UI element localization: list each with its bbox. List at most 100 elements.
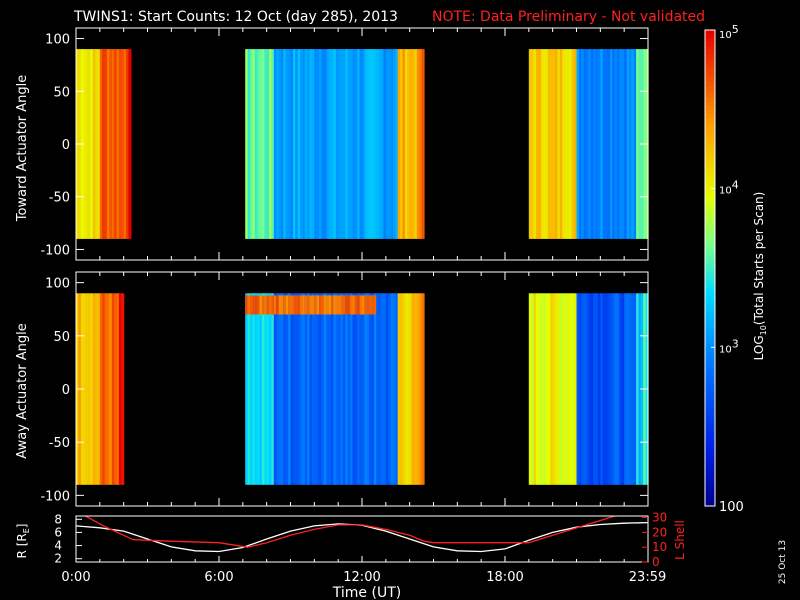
heatmap-column xyxy=(328,49,332,239)
heatmap-column xyxy=(545,49,549,239)
heatmap-column xyxy=(109,293,113,485)
heatmap-column xyxy=(533,293,537,485)
heatmap-column xyxy=(273,49,277,239)
heatmap-column xyxy=(321,49,325,239)
colorbar-cell xyxy=(705,434,715,440)
colorbar-cell xyxy=(705,121,715,126)
heatmap-band-cell xyxy=(259,295,263,315)
heatmap-column xyxy=(412,49,415,239)
colorbar-cell xyxy=(705,160,715,166)
heatmap-band-cell xyxy=(250,295,253,315)
heatmap-column xyxy=(633,49,637,239)
heatmap-column xyxy=(559,293,563,485)
heatmap-column xyxy=(114,293,118,485)
heatmap-band-cell xyxy=(285,295,289,315)
heatmap-column xyxy=(342,293,346,485)
heatmap-column xyxy=(331,293,334,485)
heatmap-column xyxy=(114,49,118,239)
heatmap-column xyxy=(414,49,418,239)
colorbar-tick-base: 10 xyxy=(719,344,732,355)
colorbar-cell xyxy=(705,117,715,122)
heatmap-column xyxy=(395,293,399,485)
x-tick-label: 23:59 xyxy=(629,570,666,585)
heatmap-column xyxy=(409,293,413,485)
heatmap-column xyxy=(621,293,625,485)
colorbar-cell xyxy=(705,188,715,194)
heatmap-column xyxy=(347,49,351,239)
colorbar-cell xyxy=(705,295,715,301)
heatmap-column xyxy=(247,49,251,239)
toward-actuator-panel: 100 50 0 -50 -100 xyxy=(40,27,649,261)
colorbar-cell xyxy=(705,291,715,297)
heatmap-column xyxy=(404,293,408,485)
heatmap-column xyxy=(107,293,110,485)
heatmap-column xyxy=(309,49,313,239)
heatmap-band-cell xyxy=(288,295,292,315)
heatmap-column xyxy=(362,293,365,485)
heatmap-band-cell xyxy=(273,295,277,315)
heatmap-band-cell xyxy=(247,295,251,315)
heatmap-column xyxy=(536,49,539,239)
right-y-tick-label: 30 xyxy=(652,510,667,524)
heatmap-column xyxy=(404,49,408,239)
heatmap-band-cell xyxy=(311,295,315,315)
away-actuator-panel: 100 50 0 -50 -100 xyxy=(40,271,649,507)
colorbar-label-rest: (Total Starts per Scan) xyxy=(752,192,766,326)
heatmap-band-cell xyxy=(335,295,339,315)
heatmap-column xyxy=(99,293,103,485)
heatmap-column xyxy=(340,293,344,485)
heatmap-column xyxy=(550,293,554,485)
heatmap-column xyxy=(581,49,585,239)
colorbar-cell xyxy=(705,319,715,325)
colorbar-cell xyxy=(705,363,715,368)
colorbar-cell xyxy=(705,81,715,87)
colorbar-cell xyxy=(705,311,715,317)
heatmap-column xyxy=(540,49,544,239)
heatmap-column xyxy=(97,293,101,485)
heatmap-column xyxy=(252,49,256,239)
heatmap-column xyxy=(338,49,342,239)
heatmap-column xyxy=(581,293,585,485)
heatmap-column xyxy=(383,49,387,239)
heatmap-column xyxy=(586,293,589,485)
colorbar-cell xyxy=(705,402,715,408)
colorbar-cell xyxy=(705,478,715,483)
heatmap-column xyxy=(397,49,401,239)
heatmap-column xyxy=(619,49,623,239)
colorbar-cell xyxy=(705,299,715,305)
colorbar-cell xyxy=(705,355,715,360)
heatmap-column xyxy=(605,293,609,485)
colorbar-cell xyxy=(705,164,715,170)
heatmap-column xyxy=(588,293,592,485)
heatmap-column xyxy=(366,293,370,485)
colorbar-cell xyxy=(705,343,715,348)
colorbar-cell xyxy=(705,494,715,499)
heatmap-band-cell xyxy=(369,295,373,315)
heatmap-band-cell xyxy=(362,295,365,315)
heatmap-column xyxy=(323,293,327,485)
heatmap-column xyxy=(261,49,265,239)
heatmap-column xyxy=(400,293,404,485)
heatmap-column xyxy=(300,49,303,239)
heatmap-column xyxy=(562,49,566,239)
heatmap-column xyxy=(354,49,358,239)
heatmap-column xyxy=(576,49,580,239)
heatmap-column xyxy=(543,293,547,485)
heatmap-column xyxy=(126,49,130,239)
heatmap-column xyxy=(321,293,325,485)
heatmap-column xyxy=(602,293,606,485)
colorbar-cell xyxy=(705,204,715,210)
heatmap-band-cell xyxy=(331,295,334,315)
colorbar-cell xyxy=(705,133,715,138)
radius-label-text: R [R xyxy=(15,533,29,558)
heatmap-column xyxy=(121,49,125,239)
colorbar-cell xyxy=(705,466,715,471)
heatmap-column xyxy=(607,49,611,239)
colorbar-cell xyxy=(705,398,715,404)
heatmap-column xyxy=(533,49,537,239)
colorbar-tick-label: 100 xyxy=(719,500,744,515)
heatmap-column xyxy=(588,49,592,239)
colorbar-cell xyxy=(705,216,715,221)
away-actuator-angle-label: Away Actuator Angle xyxy=(15,323,30,458)
